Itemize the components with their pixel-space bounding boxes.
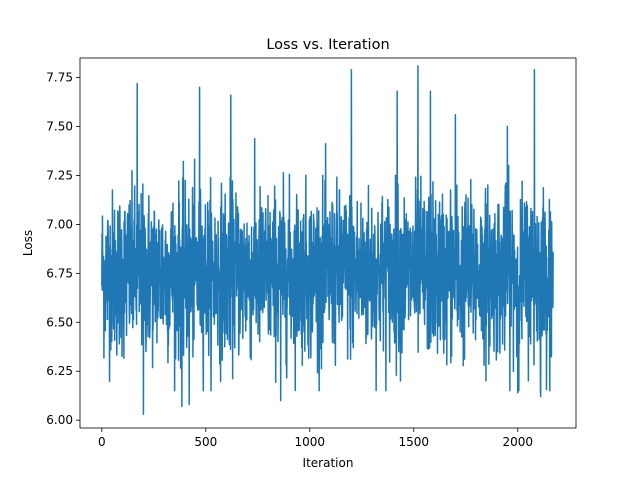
y-tick-label: 6.50	[46, 315, 73, 329]
y-tick-label: 6.25	[46, 364, 73, 378]
x-tick-label: 1500	[399, 435, 430, 449]
y-axis: 6.00 6.25 6.50 6.75 7.00 7.25 7.50 7.75	[46, 71, 80, 427]
x-tick-label: 500	[194, 435, 217, 449]
x-tick-label: 2000	[502, 435, 533, 449]
axes-frame	[79, 57, 577, 429]
plot-area	[79, 57, 577, 429]
y-axis-label: Loss	[21, 230, 35, 256]
loss-series-line	[101, 65, 554, 416]
y-tick-label: 7.25	[46, 168, 73, 182]
y-tick-label: 6.75	[46, 266, 73, 280]
y-tick-label: 7.00	[46, 217, 73, 231]
y-tick-label: 7.75	[46, 71, 73, 85]
y-tick-label: 6.00	[46, 413, 73, 427]
series-layer	[101, 65, 554, 416]
x-axis: 0 500 1000 1500 2000	[98, 428, 533, 449]
x-tick-label: 0	[98, 435, 106, 449]
chart-title: Loss vs. Iteration	[266, 37, 389, 53]
x-tick-label: 1000	[295, 435, 326, 449]
x-axis-label: Iteration	[303, 456, 354, 470]
y-tick-label: 7.50	[46, 120, 73, 134]
